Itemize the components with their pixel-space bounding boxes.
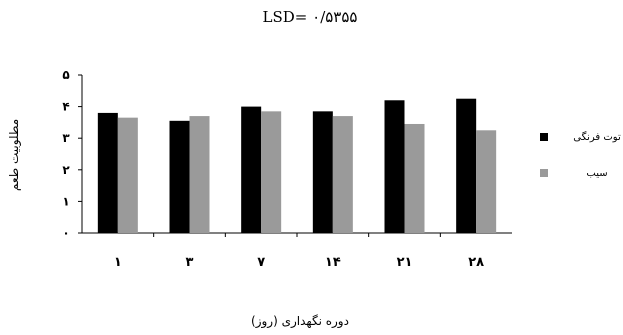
y-axis-label: مطلوبیت طعم xyxy=(7,119,22,191)
x-ticks: ۱ ۳ ۷ ۱۴ ۲۱ ۲۸ xyxy=(114,233,484,270)
bars xyxy=(97,98,497,233)
x-tick-label: ۱ xyxy=(114,255,122,270)
legend: توت فرنگی سیب xyxy=(540,131,621,179)
legend-label: سیب xyxy=(586,168,607,179)
bar-series-1 xyxy=(456,98,477,233)
y-tick-label: ۰ xyxy=(62,226,69,240)
y-tick-label: ۴ xyxy=(62,100,69,114)
bar-series-2 xyxy=(332,116,353,233)
bar-series-2 xyxy=(476,130,497,233)
chart-title: LSD= ۰/۵۳۵۵ xyxy=(263,8,358,26)
y-tick-label: ۲ xyxy=(62,163,70,177)
bar-series-2 xyxy=(189,116,210,233)
x-axis-label: دوره نگهداری (روز) xyxy=(251,314,349,329)
bar-series-1 xyxy=(312,111,333,233)
x-tick-label: ۲۱ xyxy=(397,255,413,270)
y-tick-label: ۳ xyxy=(62,131,70,145)
x-tick-label: ۲۸ xyxy=(468,255,484,270)
legend-label: توت فرنگی xyxy=(573,131,621,143)
y-tick-label: ۱ xyxy=(62,194,69,208)
bar-series-2 xyxy=(404,123,425,233)
bar-series-1 xyxy=(97,112,118,233)
y-ticks: ۰ ۱ ۲ ۳ ۴ ۵ xyxy=(62,68,82,240)
bar-series-2 xyxy=(261,111,282,233)
bar-series-1 xyxy=(384,100,405,233)
x-tick-label: ۷ xyxy=(257,255,265,270)
x-tick-label: ۳ xyxy=(186,255,194,270)
legend-swatch xyxy=(540,133,548,141)
x-tick-label: ۱۴ xyxy=(325,255,341,270)
y-tick-label: ۵ xyxy=(62,68,69,82)
bar-series-1 xyxy=(241,106,262,233)
legend-swatch xyxy=(540,169,548,177)
bar-series-2 xyxy=(117,117,138,233)
bar-series-1 xyxy=(169,120,190,233)
